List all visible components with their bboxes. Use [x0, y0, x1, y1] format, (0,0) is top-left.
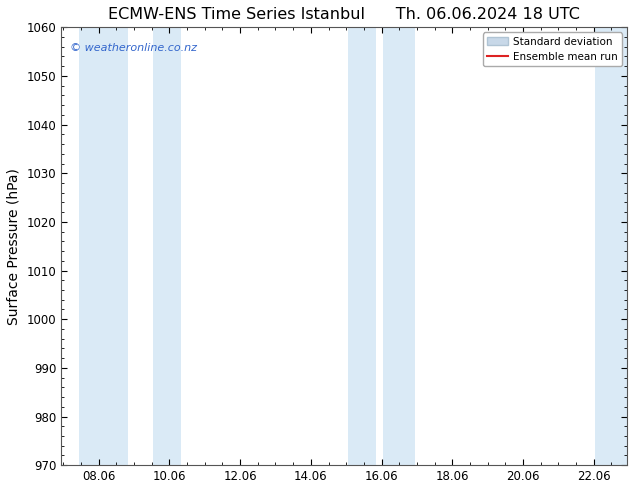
- Bar: [347, 27, 376, 465]
- Bar: [383, 27, 415, 465]
- Y-axis label: Surface Pressure (hPa): Surface Pressure (hPa): [7, 168, 21, 325]
- Bar: [153, 27, 181, 465]
- Legend: Standard deviation, Ensemble mean run: Standard deviation, Ensemble mean run: [482, 32, 622, 66]
- Text: © weatheronline.co.nz: © weatheronline.co.nz: [70, 43, 197, 52]
- Title: ECMW-ENS Time Series Istanbul      Th. 06.06.2024 18 UTC: ECMW-ENS Time Series Istanbul Th. 06.06.…: [108, 7, 580, 22]
- Bar: [79, 27, 128, 465]
- Bar: [595, 27, 627, 465]
